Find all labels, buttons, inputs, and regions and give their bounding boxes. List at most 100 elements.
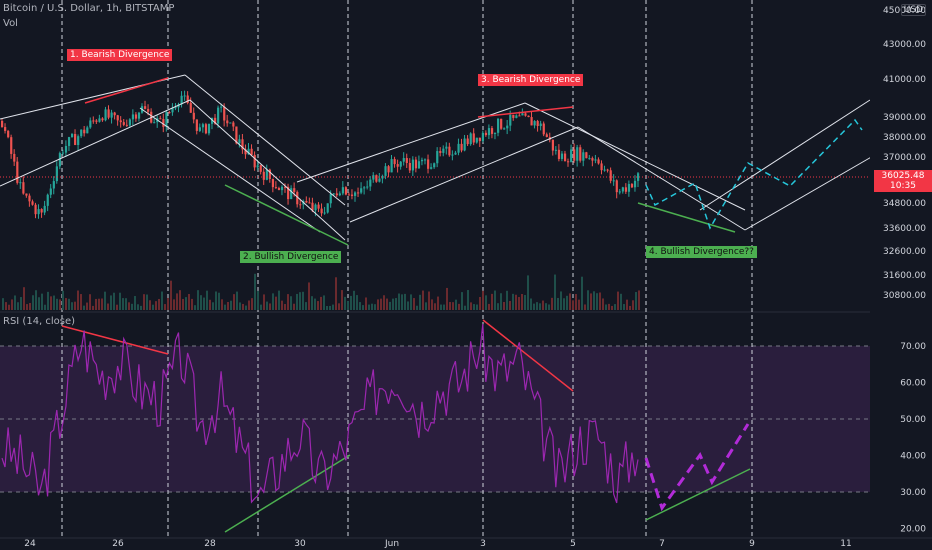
candle-body — [341, 187, 345, 194]
volume-bar — [77, 290, 79, 310]
volume-bar — [230, 300, 232, 310]
volume-bar — [410, 294, 412, 310]
volume-bar — [137, 304, 139, 310]
price-tick-label: 41000.00 — [883, 75, 926, 85]
volume-bar — [257, 290, 259, 310]
volume-bar — [35, 290, 37, 310]
candle-body — [408, 162, 411, 171]
volume-bar — [311, 296, 313, 310]
candle-body — [317, 204, 320, 209]
volume-bar — [452, 302, 454, 310]
volume-bar — [329, 305, 331, 310]
volume-bar — [314, 298, 316, 310]
bearish-trendline-rsi-1 — [61, 325, 169, 355]
rsi-tick-label: 40.00 — [900, 452, 926, 462]
price-axis-bg — [870, 0, 932, 550]
volume-bar — [593, 291, 595, 310]
volume-bar — [446, 287, 448, 310]
candle-body — [423, 159, 427, 161]
candle-body — [518, 115, 521, 117]
candle-body — [612, 180, 615, 182]
volume-bar — [83, 305, 85, 310]
candle-body — [609, 170, 612, 181]
volume-bar — [491, 293, 493, 310]
price-pane — [0, 0, 870, 310]
candle-body — [168, 112, 171, 114]
candle-body — [524, 113, 527, 116]
candle-body — [430, 167, 433, 169]
candle-body — [217, 107, 220, 124]
volume-bar — [5, 302, 7, 310]
volume-bar — [191, 298, 193, 310]
candle-body — [214, 117, 217, 124]
candle-body — [357, 192, 360, 194]
volume-bar — [92, 305, 94, 310]
volume-bar — [422, 290, 424, 310]
candle-body — [624, 187, 628, 192]
bullish-trendline-rsi-4 — [645, 468, 751, 521]
rsi-tick-label: 70.00 — [900, 342, 926, 352]
volume-bar — [623, 304, 625, 310]
candle-body — [460, 143, 463, 151]
volume-bar — [320, 296, 322, 310]
candle-body — [551, 139, 554, 151]
candle-body — [113, 112, 116, 116]
volume-bar — [548, 304, 550, 310]
candle-body — [512, 114, 515, 118]
currency-badge[interactable]: USD — [900, 4, 926, 16]
volume-bar — [236, 291, 238, 310]
volume-bar — [233, 294, 235, 310]
bullish-trendline-price-2 — [224, 184, 349, 246]
candle-body — [232, 122, 235, 127]
volume-bar — [386, 298, 388, 310]
candle-body — [630, 184, 634, 188]
candle-body — [360, 188, 363, 193]
candle-body — [43, 205, 46, 213]
volume-bar — [248, 300, 250, 310]
volume-bar — [488, 303, 490, 310]
volume-bar — [470, 302, 472, 310]
candle-body — [46, 194, 49, 206]
projection-rsi-path — [644, 423, 750, 512]
volume-bar — [560, 291, 562, 310]
volume-bar — [608, 303, 610, 310]
candle-body — [116, 115, 119, 121]
volume-bar — [578, 299, 580, 310]
volume-bar — [290, 296, 292, 310]
candle-body — [484, 132, 488, 136]
volume-bar — [47, 291, 49, 310]
price-tick-label: 34800.00 — [883, 199, 926, 209]
price-tick-label: 32600.00 — [883, 247, 926, 257]
candle-body — [277, 187, 281, 191]
candle-body — [147, 108, 150, 112]
candle-body — [34, 204, 37, 215]
candle-body — [19, 182, 22, 184]
candle-body — [353, 192, 357, 196]
volume-bar — [122, 298, 124, 310]
candle-body — [637, 173, 640, 181]
volume-bar — [167, 298, 169, 310]
volume-bar — [296, 293, 298, 310]
volume-bar — [626, 299, 628, 310]
candle-body — [61, 152, 65, 154]
volume-bar — [53, 295, 55, 310]
candle-body — [405, 158, 408, 163]
candle-body — [527, 115, 530, 118]
volume-bar — [587, 290, 589, 310]
candle-body — [274, 187, 278, 189]
volume-bar — [590, 293, 592, 310]
candle-body — [238, 139, 241, 144]
candle-body — [256, 165, 259, 168]
volume-bar — [80, 294, 82, 310]
candle-body — [420, 159, 424, 162]
volume-bar — [404, 293, 406, 310]
candle-body — [287, 186, 290, 200]
volume-bar — [206, 290, 208, 310]
candle-body — [165, 112, 168, 127]
trend-channel-line-10 — [744, 151, 881, 231]
annotation-bullish-2: 2. Bullish Divergence — [240, 251, 342, 263]
volume-bar — [362, 305, 364, 310]
volume-bar — [509, 300, 511, 310]
candle-body — [344, 187, 348, 195]
